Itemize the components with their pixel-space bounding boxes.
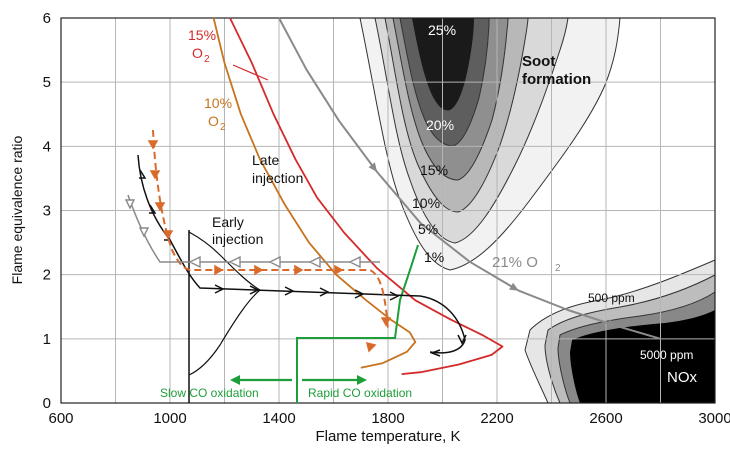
y-tick-label: 6 [43,10,51,27]
early-arrowheads [139,169,467,357]
label-10pct: 10% [204,95,232,111]
soot-label-10: 10% [412,195,440,211]
y-tick-label: 2 [43,267,51,284]
o2-lines [212,17,661,375]
series-line-15-o2 [229,17,504,375]
label-early-2: injection [212,231,263,247]
label-early-1: Early [212,214,244,230]
plot-frame [60,17,716,404]
late-arrowheads [147,140,392,353]
label-soot-2: formation [522,71,591,88]
o2-21-arrowhead [607,319,617,327]
soot-label-1: 1% [424,249,444,265]
label-10pct-o-sub: 2 [220,122,226,133]
x-axis-label: Flame temperature, K [315,428,460,445]
label-5000ppm: 5000 ppm [640,348,693,362]
label-500ppm: 500 ppm [588,291,635,305]
label-10pct-o: O [208,113,219,129]
soot-label-5: 5% [418,221,438,237]
o2-21-arrowhead [368,162,378,172]
early-main-path [137,154,466,354]
x-tick-label: 2600 [589,410,622,427]
co-boundary-vertical [296,244,419,403]
soot-label-25: 25% [428,22,456,38]
label-nox: NOx [667,369,698,386]
soot-label-20: 20% [426,117,454,133]
x-tick-label: 1000 [153,410,186,427]
y-tick-label: 0 [43,395,51,412]
x-tick-label: 2200 [480,410,513,427]
y-axis-label: Flame equivalence ratio [9,135,25,284]
o2-21-arrowhead [509,282,519,291]
label-21pct: 21% O [492,254,538,271]
label-rapid-co: Rapid CO oxidation [308,386,412,400]
x-tick-label: 600 [48,410,73,427]
y-tick-labels: 0 1 2 3 4 5 6 [43,10,51,412]
gray-arrow-path [124,194,380,269]
x-tick-labels: 600 1000 1400 1800 2200 2600 3000 [48,410,730,427]
early-injection-path [137,154,467,403]
slow-co-arrowhead [230,375,240,385]
x-tick-label: 1400 [262,410,295,427]
soot-region [359,17,621,271]
label-15pct-o-sub: 2 [204,54,210,65]
y-tick-label: 5 [43,74,51,91]
series-line-10-o2 [212,17,417,369]
label-15pct-o: O [192,45,203,61]
label-21pct-sub: 2 [555,263,561,274]
label-slow-co: Slow CO oxidation [160,386,259,400]
label-late-2: injection [252,170,303,186]
rapid-co-arrowhead [357,375,367,385]
late-injection-path [147,129,392,353]
gray-path-arrowheads [124,199,361,269]
label-15pct-leader [232,64,269,81]
co-boundary [230,244,419,403]
label-late-1: Late [252,152,279,168]
y-tick-label: 1 [43,331,51,348]
y-tick-label: 4 [43,138,51,155]
label-15pct: 15% [188,27,216,43]
soot-label-15: 15% [420,162,448,178]
label-soot-1: Soot [522,53,555,70]
late-main-path [152,129,389,331]
y-tick-label: 3 [43,203,51,220]
annotations: 15% O 2 10% O 2 Late injection Early inj… [160,22,698,400]
x-tick-label: 3000 [698,410,730,427]
x-tick-label: 1800 [371,410,404,427]
series-line-21-o2 [278,17,661,340]
